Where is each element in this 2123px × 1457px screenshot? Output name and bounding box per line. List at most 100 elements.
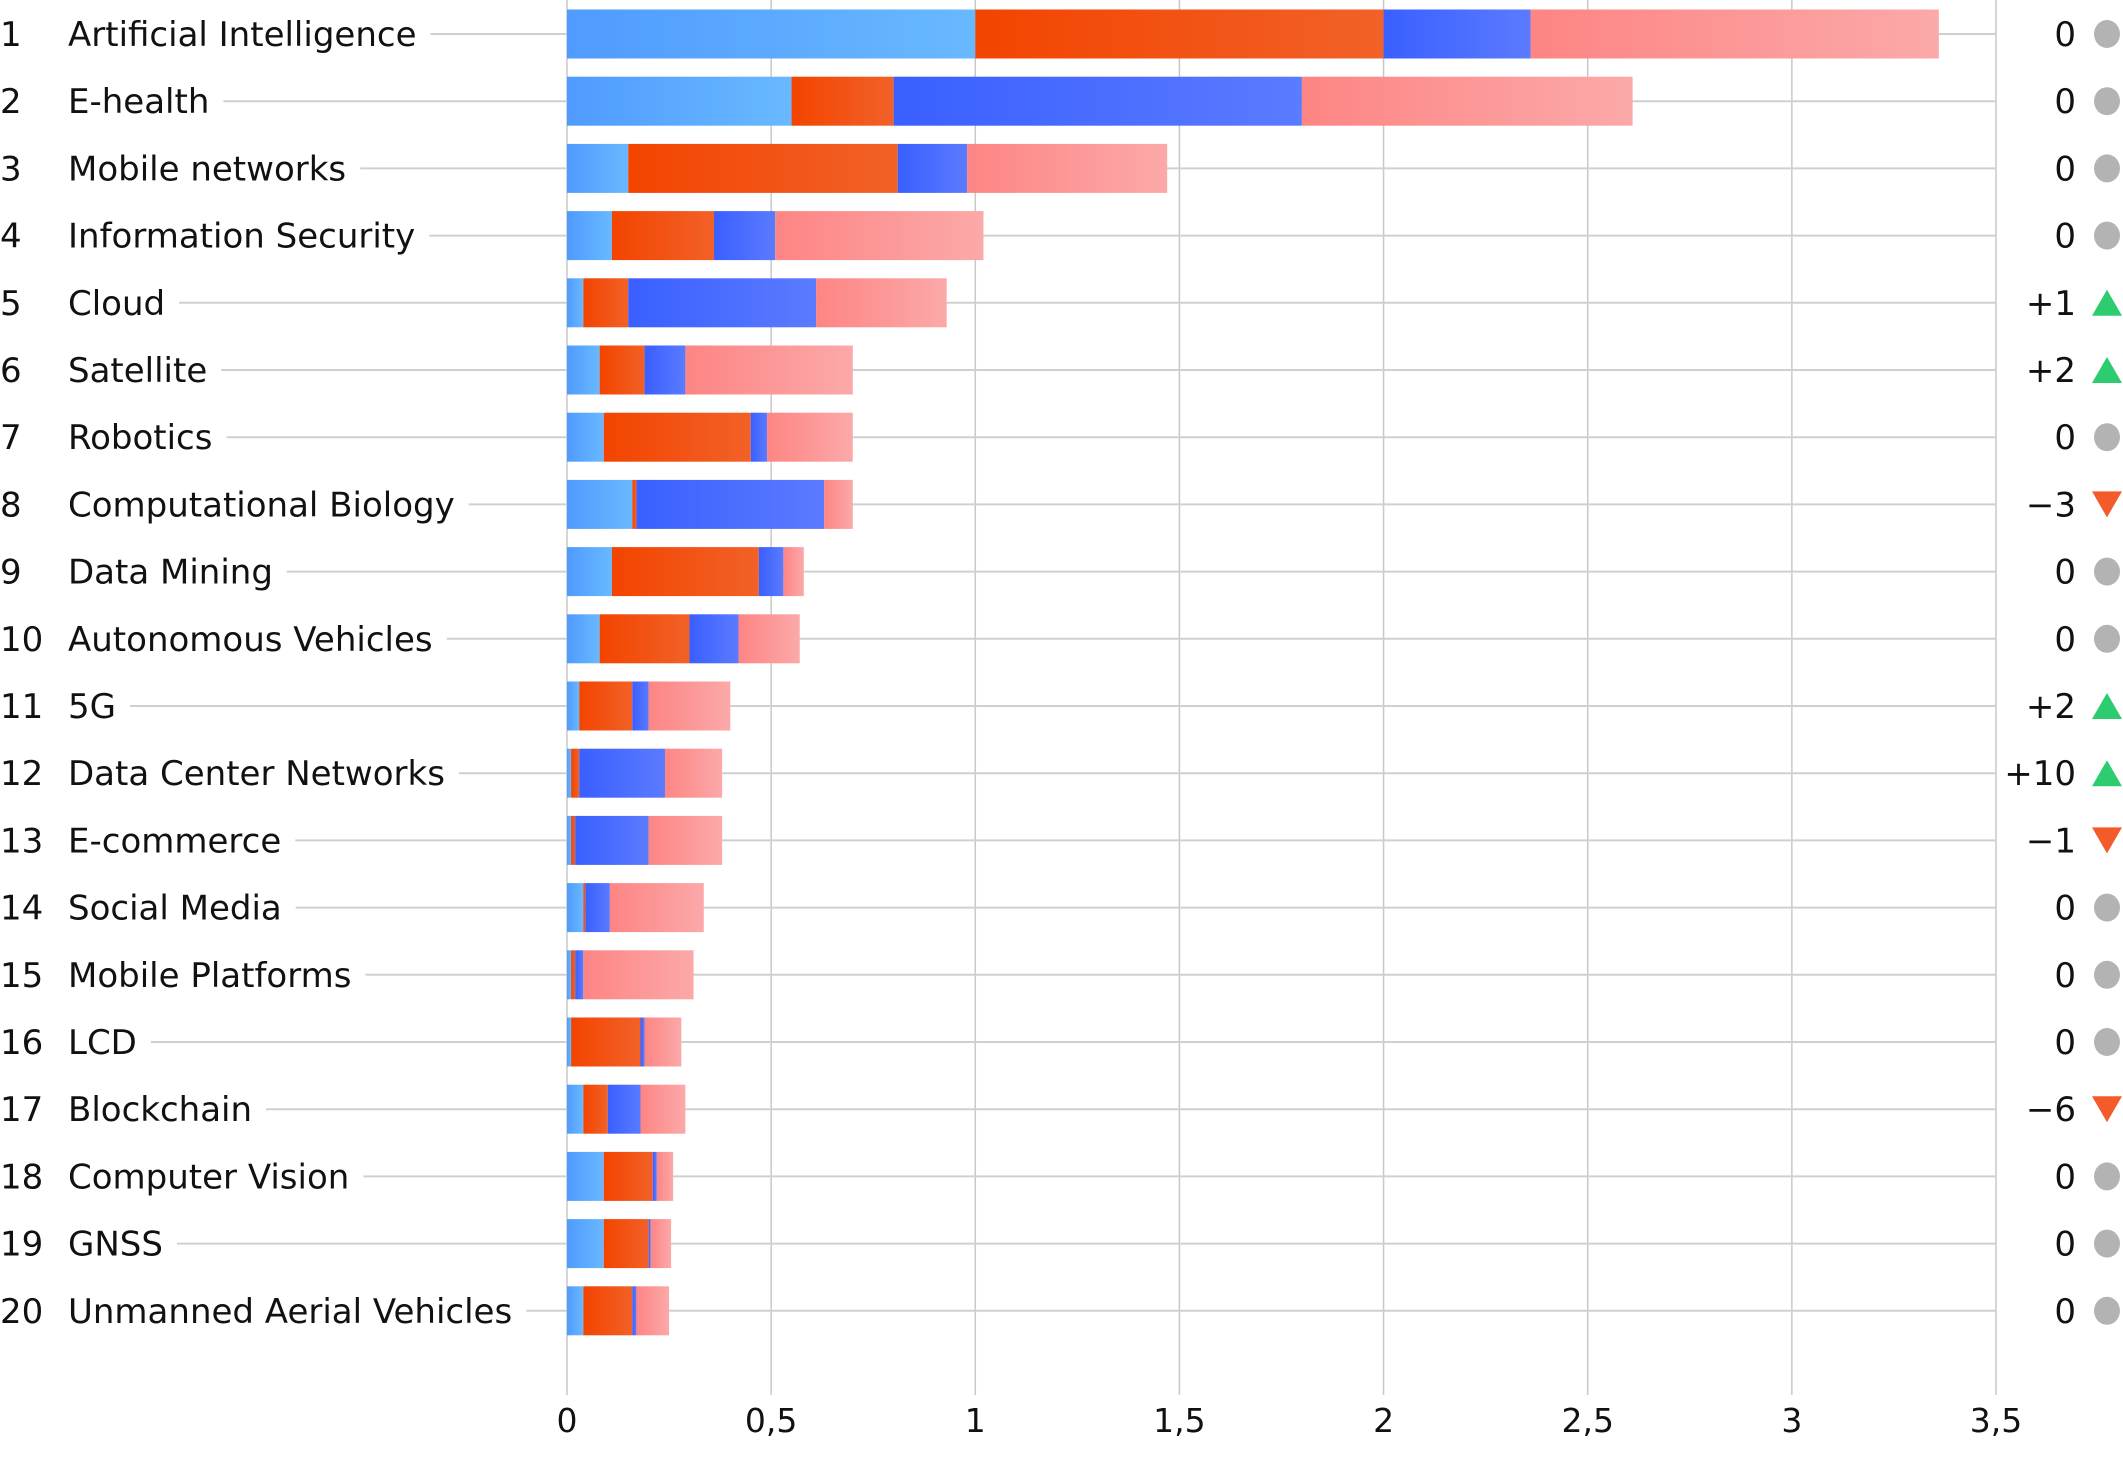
- category-label: Satellite: [68, 351, 207, 391]
- arrow-down-icon: [2092, 827, 2122, 854]
- no-change-dot-icon: [2094, 20, 2120, 48]
- bar-segment: [758, 547, 784, 597]
- rank-label: 13: [0, 821, 43, 861]
- category-label: 5G: [68, 687, 116, 727]
- rank-change-label: 0: [2054, 15, 2076, 55]
- rank-change-label: +10: [2004, 754, 2076, 794]
- category-label: Mobile networks: [68, 149, 346, 189]
- bar-segment: [713, 211, 776, 261]
- no-change-dot-icon: [2094, 1028, 2120, 1056]
- bar-segment: [567, 479, 633, 529]
- rank-change-label: −1: [2026, 821, 2076, 861]
- bar-segment: [611, 211, 714, 261]
- category-label: Mobile Platforms: [68, 956, 351, 996]
- bar-segment: [567, 1084, 584, 1134]
- rank-label: 1: [0, 15, 22, 55]
- bar-segment: [575, 950, 584, 1000]
- rank-label: 6: [0, 351, 22, 391]
- rank-change-label: 0: [2054, 553, 2076, 593]
- bar-segment: [567, 547, 612, 597]
- rank-change-label: 0: [2054, 149, 2076, 189]
- rank-change-label: 0: [2054, 620, 2076, 660]
- bar-segment: [579, 748, 665, 798]
- bar-segment: [648, 681, 731, 731]
- no-change-dot-icon: [2094, 1162, 2120, 1191]
- bar-segment: [628, 278, 817, 328]
- bar-segment: [571, 950, 576, 1000]
- rank-label: 8: [0, 485, 22, 525]
- rank-change-label: 0: [2054, 1157, 2076, 1197]
- bar-segment: [571, 1017, 641, 1067]
- arrow-down-icon: [2092, 491, 2122, 518]
- rank-change-label: 0: [2054, 82, 2076, 122]
- x-tick-label: 2,5: [1561, 1401, 1613, 1440]
- rank-change-label: +2: [2026, 687, 2076, 727]
- bar-segment: [628, 143, 898, 193]
- x-tick-label: 3: [1781, 1401, 1802, 1440]
- x-tick-label: 0: [557, 1401, 578, 1440]
- bar-segment: [571, 815, 576, 865]
- bar-segment: [583, 883, 586, 933]
- bar-segment: [575, 815, 649, 865]
- bar-segment: [585, 883, 610, 933]
- bar-segment: [567, 748, 572, 798]
- bar-segment: [967, 143, 1168, 193]
- arrow-up-icon: [2092, 693, 2122, 719]
- rank-change-label: 0: [2054, 889, 2076, 929]
- category-label: Unmanned Aerial Vehicles: [68, 1292, 512, 1332]
- rank-change-label: 0: [2054, 418, 2076, 458]
- bar-segment: [783, 547, 804, 597]
- rank-label: 11: [0, 687, 43, 727]
- bar-segment: [824, 479, 853, 529]
- x-axis: 0 0,5 1 1,5 2 2,5 3 3,5: [557, 1401, 2023, 1440]
- rank-label: 5: [0, 284, 22, 324]
- bar-segment: [640, 1017, 645, 1067]
- bar-segment: [567, 1286, 584, 1336]
- bar-segment: [609, 883, 704, 933]
- rank-change-label: +2: [2026, 351, 2076, 391]
- category-label: E-commerce: [68, 821, 281, 861]
- bar-segment: [603, 1151, 653, 1201]
- rank-change-label: 0: [2054, 1292, 2076, 1332]
- rank-label: 18: [0, 1157, 43, 1197]
- bar-segment: [1383, 9, 1531, 59]
- bar-segment: [567, 143, 629, 193]
- rank-label: 4: [0, 217, 22, 257]
- rank-label: 17: [0, 1090, 43, 1130]
- bar-segment: [644, 345, 686, 395]
- x-tick-label: 2: [1373, 1401, 1394, 1440]
- rank-label: 15: [0, 956, 43, 996]
- bar-segment: [644, 1017, 682, 1067]
- rank-change-label: +1: [2026, 284, 2076, 324]
- bar-segment: [603, 412, 751, 462]
- rank-label: 3: [0, 149, 22, 189]
- category-label: Autonomous Vehicles: [68, 620, 433, 660]
- bar-segment: [975, 9, 1384, 59]
- bar-segment: [603, 1219, 649, 1269]
- bar-segment: [1301, 76, 1633, 126]
- bar-segment: [567, 815, 572, 865]
- bar-segment: [738, 614, 800, 664]
- bar-segment: [640, 1084, 686, 1134]
- category-label: Computer Vision: [68, 1157, 349, 1197]
- category-label: Data Center Networks: [68, 754, 445, 794]
- bar-segment: [567, 614, 600, 664]
- rank-label: 16: [0, 1023, 43, 1063]
- bar-segment: [567, 883, 584, 933]
- bar-segment: [632, 681, 649, 731]
- bar-segment: [583, 1286, 633, 1336]
- bar-segment: [750, 412, 768, 462]
- bar-segment: [893, 76, 1302, 126]
- rank-label: 10: [0, 620, 43, 660]
- bar-segment: [664, 748, 723, 798]
- bar-segment: [567, 211, 612, 261]
- bar-segment: [583, 1084, 608, 1134]
- bar-segment: [689, 614, 739, 664]
- arrow-up-icon: [2092, 760, 2122, 787]
- bar-segment: [567, 950, 572, 1000]
- bar-segment: [648, 1219, 651, 1269]
- x-tick-label: 1: [965, 1401, 986, 1440]
- arrow-up-icon: [2092, 289, 2122, 316]
- category-label: E-health: [68, 82, 209, 122]
- bar-segment: [632, 1286, 637, 1336]
